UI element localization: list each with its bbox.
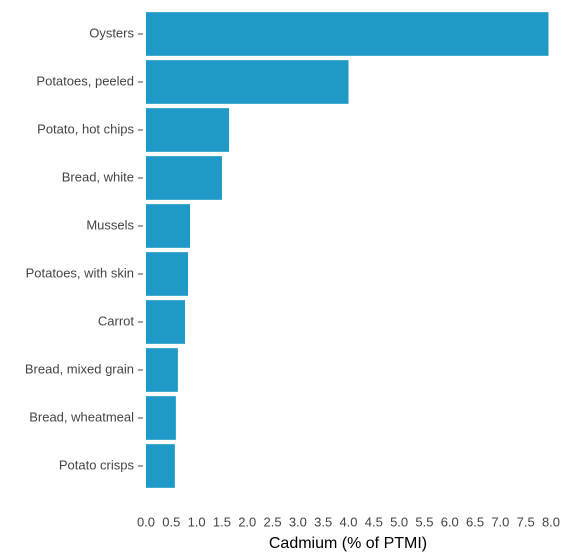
x-tick-label: 2.5	[264, 514, 282, 529]
bar	[146, 252, 189, 296]
y-tick-label: Oysters	[89, 25, 134, 40]
x-tick-label: 1.0	[188, 514, 206, 529]
x-tick-label: 6.5	[466, 514, 484, 529]
y-tick-label: Carrot	[98, 313, 135, 328]
x-tick-label: 2.0	[238, 514, 256, 529]
y-tick-label: Potatoes, with skin	[26, 265, 134, 280]
bar	[146, 12, 549, 56]
y-tick-label: Bread, mixed grain	[25, 361, 134, 376]
x-tick-label: 0.0	[137, 514, 155, 529]
bar	[146, 300, 185, 344]
y-tick-label: Potato crisps	[59, 457, 135, 472]
bar	[146, 204, 191, 248]
bar	[146, 348, 178, 392]
x-tick-label: 3.5	[314, 514, 332, 529]
bar	[146, 60, 349, 104]
x-axis-title: Cadmium (% of PTMI)	[269, 535, 427, 552]
bar	[146, 396, 176, 440]
x-tick-label: 3.0	[289, 514, 307, 529]
x-tick-label: 5.5	[415, 514, 433, 529]
x-tick-label: 4.0	[339, 514, 357, 529]
bar	[146, 156, 222, 200]
x-tick-label: 1.5	[213, 514, 231, 529]
x-tick-label: 8.0	[542, 514, 560, 529]
x-tick-label: 4.5	[365, 514, 383, 529]
y-tick-label: Bread, white	[62, 169, 134, 184]
x-tick-label: 7.0	[491, 514, 509, 529]
bar	[146, 444, 175, 488]
x-tick-label: 5.0	[390, 514, 408, 529]
y-tick-label: Potato, hot chips	[37, 121, 134, 136]
x-tick-label: 6.0	[441, 514, 459, 529]
x-tick-label: 7.5	[517, 514, 535, 529]
y-tick-label: Mussels	[86, 217, 134, 232]
y-tick-label: Bread, wheatmeal	[29, 409, 134, 424]
bar	[146, 108, 230, 152]
y-tick-label: Potatoes, peeled	[36, 73, 134, 88]
x-tick-label: 0.5	[162, 514, 180, 529]
